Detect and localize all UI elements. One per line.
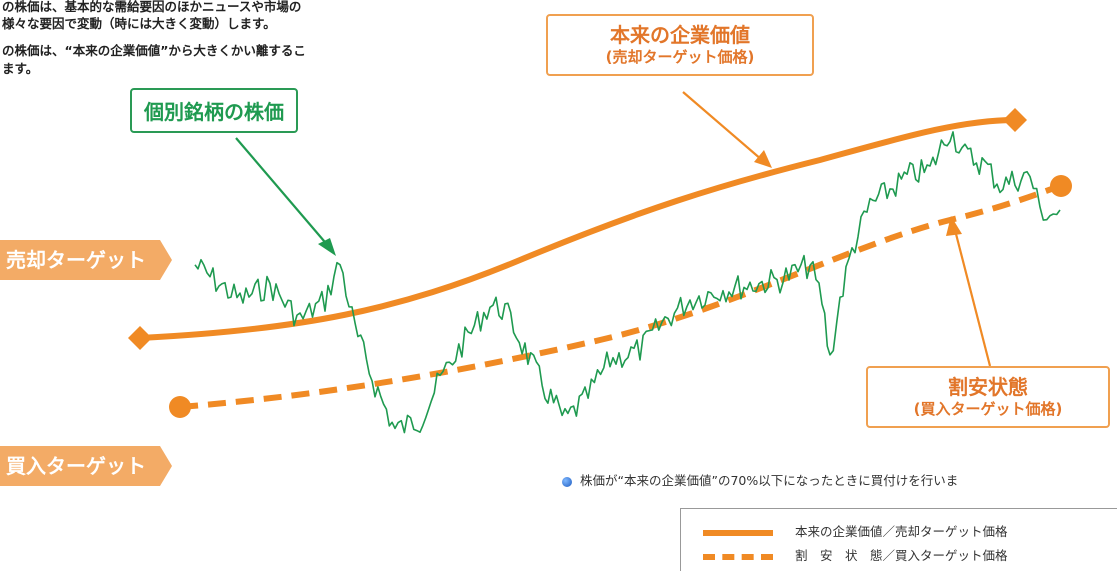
purchase-note-text: 株価が“本来の企業価値”の70%以下になったときに買付けを行いま [580,473,959,488]
legend-solid-line [703,529,773,536]
buy-target-label: 買入ターゲット [6,454,146,478]
legend-dashed-label: 割 安 状 態／買入ターゲット価格 [795,548,1008,563]
intro-line-3: の株価は、“本来の企業価値”から大きくかい離するこ [2,43,306,58]
undervalued-curve [179,183,1062,410]
undervalued-title: 割安状態 [948,375,1028,399]
intro-line-2: 様々な要因で変動（時には大きく変動）します。 [2,16,276,31]
intrinsic-value-curve [137,117,1018,341]
stock-price-callout: 個別銘柄の株価 [130,88,298,133]
stock-callout-arrow [235,137,331,249]
legend-dashed-line [703,553,773,560]
intrinsic-callout-arrow [682,91,763,161]
legend-solid-label: 本来の企業価値／売却ターゲット価格 [795,524,1008,539]
undervalued-callout-arrowhead [946,216,962,236]
intrinsic-end-marker [1003,108,1027,132]
undervalued-start-marker [169,396,191,418]
intro-line-1: の株価は、基本的な需給要因のほかニュースや市場の [2,0,302,14]
purchase-note: 株価が“本来の企業価値”の70%以下になったときに買付けを行いま [562,470,958,489]
undervalued-subtitle: (買入ターゲット価格) [913,400,1063,418]
intrinsic-callout-arrowhead [754,150,772,168]
stock-callout-arrowhead [318,238,336,256]
legend-row-dashed: 割 安 状 態／買入ターゲット価格 [703,545,1008,564]
intrinsic-value-subtitle: (売却ターゲット価格) [605,48,755,66]
undervalued-callout-arrow [953,229,992,367]
legend-row-solid: 本来の企業価値／売却ターゲット価格 [703,521,1008,540]
sell-label-shape [0,240,172,280]
undervalued-callout: 割安状態 (買入ターゲット価格) [866,366,1110,428]
stock-price-callout-label: 個別銘柄の株価 [144,100,284,124]
sell-target-label: 売却ターゲット [6,248,146,272]
intrinsic-value-title: 本来の企業価値 [610,23,750,47]
undervalued-end-marker [1050,175,1072,197]
legend: 本来の企業価値／売却ターゲット価格 割 安 状 態／買入ターゲット価格 [680,508,1117,571]
bullet-dot-icon [562,476,572,487]
stock-price-line [194,131,1061,434]
intrinsic-start-marker [128,326,152,350]
buy-label-shape [0,446,172,486]
intro-line-4: ます。 [2,61,39,76]
intrinsic-value-callout: 本来の企業価値 (売却ターゲット価格) [546,14,814,76]
